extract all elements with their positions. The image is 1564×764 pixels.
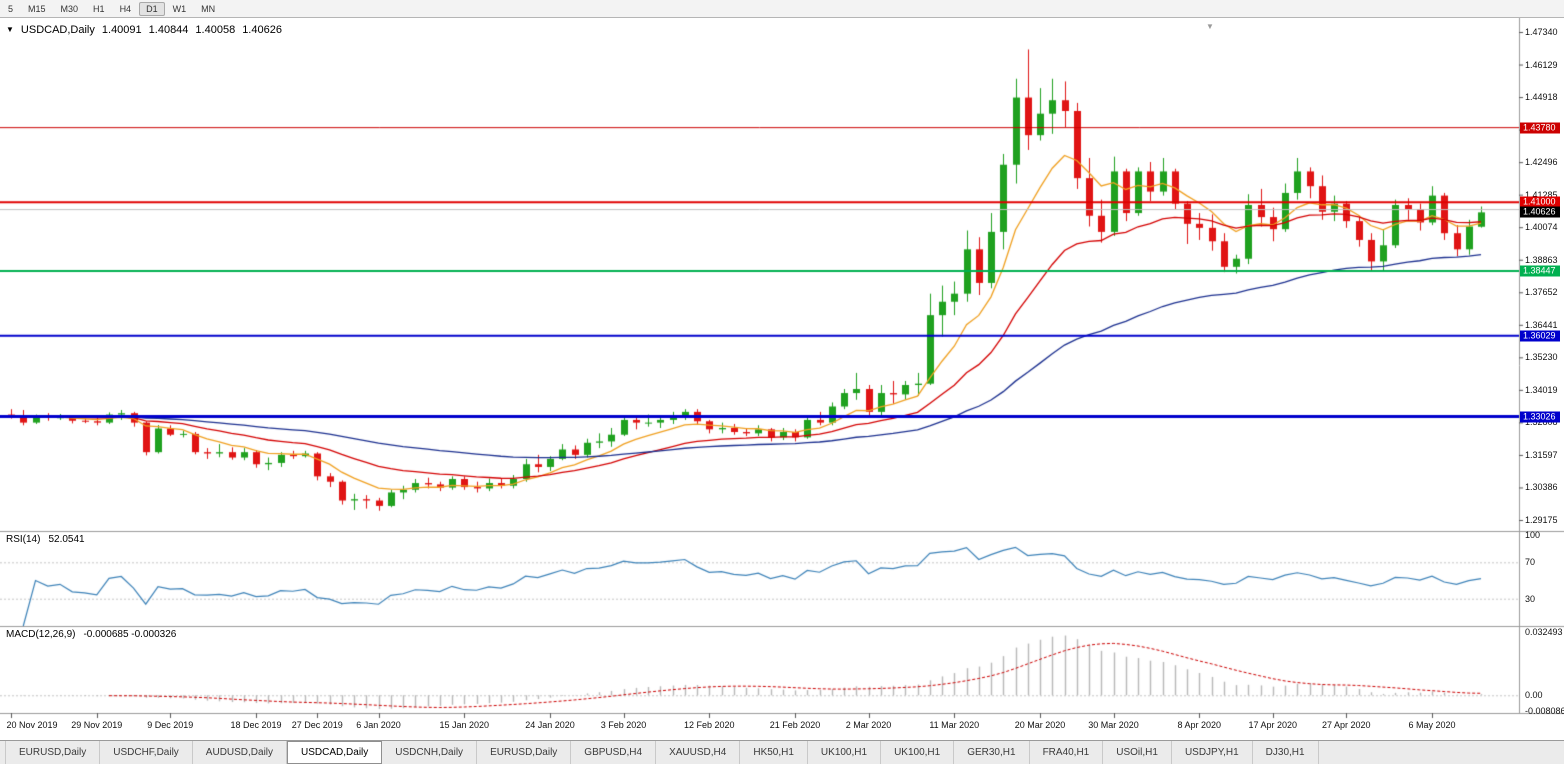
tab-usdjpy-h1[interactable]: USDJPY,H1 — [1172, 741, 1253, 764]
date-axis-label: 15 Jan 2020 — [439, 720, 490, 730]
tab-xauusd-h4[interactable]: XAUUSD,H4 — [656, 741, 741, 764]
macd-scale-label: 0.032493 — [1525, 627, 1563, 637]
price-axis-label: 1.37652 — [1525, 287, 1558, 298]
chart-window: ▼ USDCAD,Daily 1.40091 1.40844 1.40058 1… — [0, 18, 1564, 740]
tab-dj30-h1[interactable]: DJ30,H1 — [1253, 741, 1319, 764]
price-axis-label: 1.47340 — [1525, 27, 1558, 37]
date-axis-label: 21 Feb 2020 — [769, 720, 821, 730]
price-axis-label: 1.34019 — [1525, 384, 1558, 395]
date-axis-label: 29 Nov 2019 — [71, 720, 123, 730]
rsi-name: RSI(14) — [6, 534, 41, 545]
date-axis-label: 27 Dec 2019 — [291, 720, 343, 730]
ohlc-high-value: 1.40844 — [148, 24, 189, 36]
date-axis-label: 11 Mar 2020 — [929, 720, 980, 730]
price-axis-label: 1.31597 — [1525, 449, 1558, 460]
price-axis-label: 1.41285 — [1525, 189, 1558, 200]
price-axis-label: 1.38863 — [1525, 254, 1558, 265]
tab-eurusd-daily[interactable]: EURUSD,Daily — [477, 741, 572, 764]
date-axis-label: 6 Jan 2020 — [356, 720, 401, 730]
date-axis-label: 8 Apr 2020 — [1177, 720, 1222, 730]
date-axis-label: 30 Mar 2020 — [1088, 720, 1139, 730]
tab-gbpusd-h4[interactable]: GBPUSD,H4 — [571, 741, 657, 764]
timeframe-toolbar: 5 M15 M30 H1 H4 D1 W1 MN — [0, 0, 1564, 18]
rsi-value: 52.0541 — [48, 534, 85, 545]
level-price-label: 1.33026 — [1520, 411, 1560, 423]
date-axis-label: 20 Nov 2019 — [6, 720, 58, 730]
timeframe-button-m30[interactable]: M30 — [60, 3, 79, 14]
chart-shift-marker: ▼ — [1206, 22, 1214, 31]
rsi-scale-label: 100 — [1525, 530, 1541, 540]
tab-audusd-daily[interactable]: AUDUSD,Daily — [193, 741, 288, 764]
timeframe-button-m15[interactable]: M15 — [28, 3, 46, 14]
date-axis-label: 3 Feb 2020 — [600, 720, 647, 730]
chart-tabs-bar: EURUSD,Daily USDCHF,Daily AUDUSD,Daily USDC… — [0, 740, 1564, 764]
timeframe-button-w1[interactable]: W1 — [172, 3, 187, 14]
tab-fra40-h1[interactable]: FRA40,H1 — [1030, 741, 1104, 764]
macd-scale-label: -0.008086 — [1525, 706, 1564, 716]
price-axis-label: 1.29175 — [1525, 515, 1558, 525]
timeframe-button-h4[interactable]: H4 — [119, 3, 132, 14]
tab-usdcnh-daily[interactable]: USDCNH,Daily — [382, 741, 478, 764]
date-axis-label: 12 Feb 2020 — [683, 720, 735, 730]
ohlc-open-value: 1.40091 — [101, 24, 142, 36]
date-axis-label: 6 May 2020 — [1408, 720, 1456, 730]
date-axis-label: 9 Dec 2019 — [147, 720, 194, 730]
price-chart-canvas[interactable] — [0, 18, 1564, 740]
macd-indicator-label: MACD(12,26,9) -0.000685 -0.000326 — [6, 629, 176, 640]
price-axis-label: 1.44918 — [1525, 92, 1558, 103]
rsi-indicator-label: RSI(14) 52.0541 — [6, 534, 85, 545]
date-axis-label: 17 Apr 2020 — [1248, 720, 1298, 730]
price-axis-label: 1.40074 — [1525, 222, 1558, 233]
ohlc-low-value: 1.40058 — [195, 24, 236, 36]
price-axis-label: 1.42496 — [1525, 157, 1558, 168]
tab-usoil-h1[interactable]: USOil,H1 — [1103, 741, 1172, 764]
tab-eurusd-daily[interactable]: EURUSD,Daily — [5, 741, 101, 764]
ohlc-close-value: 1.40626 — [242, 24, 282, 36]
level-price-label: 1.36029 — [1520, 330, 1560, 342]
price-axis-label: 1.32808 — [1525, 417, 1558, 428]
date-axis-label: 24 Jan 2020 — [525, 720, 575, 730]
window-menu-icon[interactable]: ▼ — [6, 25, 14, 34]
rsi-scale-label: 70 — [1525, 557, 1536, 568]
macd-values: -0.000685 -0.000326 — [83, 629, 177, 640]
tab-hk50-h1[interactable]: HK50,H1 — [740, 741, 808, 764]
tab-uk100-h1[interactable]: UK100,H1 — [808, 741, 882, 764]
chart-symbol-label: USDCAD,Daily — [20, 24, 95, 36]
macd-scale-label: 0.00 — [1525, 690, 1543, 701]
price-axis-label: 1.30386 — [1525, 482, 1558, 493]
level-price-label: 1.43780 — [1520, 122, 1560, 134]
tab-usdchf-daily[interactable]: USDCHF,Daily — [100, 741, 193, 764]
tab-usdcad-daily[interactable]: USDCAD,Daily — [287, 741, 383, 764]
date-axis-label: 27 Apr 2020 — [1321, 720, 1371, 730]
current-price-label: 1.40626 — [1520, 206, 1560, 218]
timeframe-button-group: 5 M15 M30 H1 H4 D1 W1 MN — [0, 1, 223, 16]
macd-name: MACD(12,26,9) — [6, 629, 76, 640]
price-axis-label: 1.36441 — [1525, 319, 1558, 330]
level-price-label: 1.38447 — [1520, 265, 1560, 277]
date-axis-label: 18 Dec 2019 — [230, 720, 282, 730]
level-price-label: 1.41000 — [1520, 196, 1560, 208]
date-axis-label: 2 Mar 2020 — [845, 720, 892, 730]
tab-ger30-h1[interactable]: GER30,H1 — [954, 741, 1030, 764]
tab-uk100-h1[interactable]: UK100,H1 — [881, 741, 955, 764]
chart-title-bar: ▼ USDCAD,Daily 1.40091 1.40844 1.40058 1… — [6, 24, 282, 36]
timeframe-button-5[interactable]: 5 — [8, 3, 14, 14]
date-axis-label: 20 Mar 2020 — [1014, 720, 1066, 730]
price-axis-label: 1.46129 — [1525, 59, 1558, 70]
rsi-scale-label: 30 — [1525, 593, 1536, 604]
timeframe-button-h1[interactable]: H1 — [93, 3, 105, 14]
timeframe-button-mn[interactable]: MN — [201, 3, 216, 14]
timeframe-button-d1[interactable]: D1 — [139, 1, 165, 16]
price-axis-label: 1.35230 — [1525, 352, 1558, 363]
